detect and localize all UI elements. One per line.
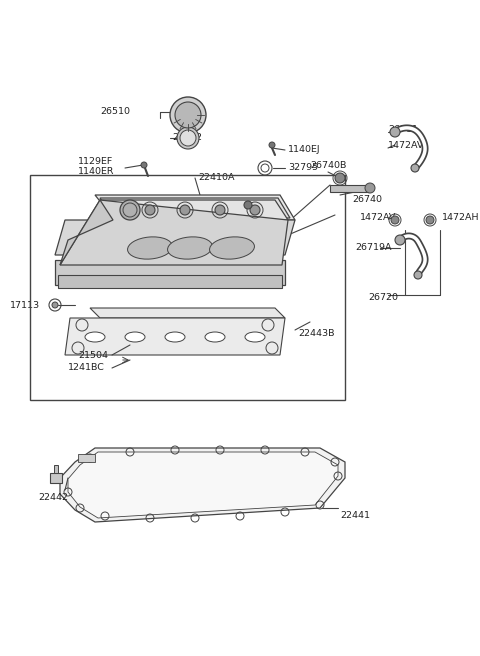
Text: 26711: 26711 [388,125,418,134]
Circle shape [180,130,196,146]
Ellipse shape [210,237,254,259]
Polygon shape [65,318,285,355]
Text: 1129EF: 1129EF [78,157,113,167]
Text: 1140ER: 1140ER [78,167,115,176]
Circle shape [141,162,147,168]
Text: 22443B: 22443B [298,329,335,337]
Circle shape [335,173,345,183]
Text: 21504: 21504 [78,350,108,359]
Polygon shape [60,200,288,265]
Text: 26720: 26720 [368,293,398,302]
Text: 1140EJ: 1140EJ [288,146,321,155]
Circle shape [391,216,399,224]
Text: 1472AH: 1472AH [442,213,480,222]
Polygon shape [330,185,370,192]
Circle shape [244,201,252,209]
Circle shape [414,271,422,279]
Circle shape [145,205,155,215]
Ellipse shape [128,237,172,259]
Text: 22442: 22442 [38,493,68,502]
Text: 26740B: 26740B [310,161,347,169]
Ellipse shape [205,332,225,342]
Polygon shape [50,473,62,483]
Circle shape [177,127,199,149]
Text: 32795: 32795 [288,163,318,173]
Text: 1472AV: 1472AV [360,213,396,222]
Circle shape [250,205,260,215]
Polygon shape [90,308,285,318]
Polygon shape [55,260,285,285]
Polygon shape [95,195,295,220]
Text: 26510: 26510 [100,108,130,117]
Polygon shape [100,200,288,220]
Polygon shape [54,465,58,473]
Ellipse shape [125,332,145,342]
Circle shape [269,142,275,148]
Circle shape [426,216,434,224]
Polygon shape [78,454,95,462]
Text: 1472AV: 1472AV [388,140,424,150]
Circle shape [180,205,190,215]
Text: 22441: 22441 [340,510,370,520]
Circle shape [52,302,58,308]
Circle shape [215,205,225,215]
Text: 17113: 17113 [10,300,40,310]
Text: 1241BC: 1241BC [68,363,105,373]
Circle shape [365,183,375,193]
Polygon shape [60,200,113,265]
Circle shape [411,164,419,172]
Circle shape [395,235,405,245]
Ellipse shape [245,332,265,342]
Ellipse shape [85,332,105,342]
Circle shape [390,127,400,137]
Circle shape [120,200,140,220]
Polygon shape [60,448,345,522]
Text: 26502: 26502 [172,134,202,142]
Ellipse shape [165,332,185,342]
Text: 26740: 26740 [352,195,382,205]
Circle shape [170,97,206,133]
Text: 22410A: 22410A [198,173,235,182]
Bar [30,175,345,400]
Polygon shape [58,275,282,288]
Polygon shape [68,452,338,518]
Ellipse shape [168,237,213,259]
Text: 26719A: 26719A [355,243,392,253]
Polygon shape [100,198,290,218]
Polygon shape [55,220,295,255]
Circle shape [175,102,201,128]
